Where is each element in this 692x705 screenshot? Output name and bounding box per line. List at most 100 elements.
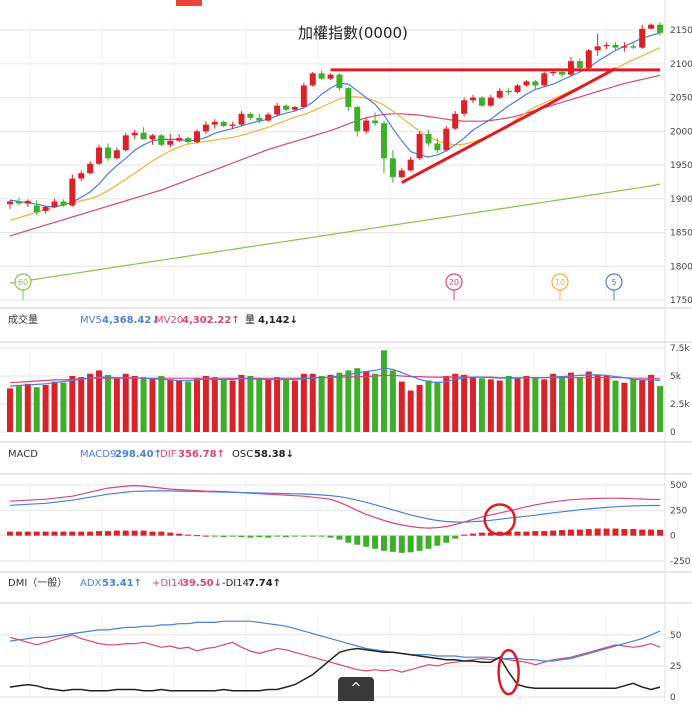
volume-bar: [648, 374, 655, 432]
candle: [621, 46, 628, 48]
osc-bar: [176, 533, 183, 536]
price-tick-label: 19500: [670, 161, 692, 171]
osc-bar: [104, 531, 111, 536]
volume-bar: [140, 377, 147, 432]
candle: [87, 163, 94, 174]
candle: [345, 88, 352, 108]
mv20-value: 4,302.22↑: [182, 315, 240, 326]
volume-bar: [559, 376, 566, 432]
ma-marker-label-3: 5: [611, 278, 616, 287]
osc-bar: [541, 531, 548, 536]
candle: [42, 206, 49, 211]
volume-bar: [283, 379, 290, 432]
candle: [78, 173, 85, 179]
osc-bar: [149, 531, 156, 536]
volume-bar: [496, 380, 503, 432]
top-tab-indicator[interactable]: [176, 0, 202, 6]
osc-bar: [96, 531, 103, 536]
osc-bar: [576, 529, 583, 536]
candle: [443, 128, 450, 151]
volume-bar: [96, 370, 103, 432]
adx-line: [9, 620, 661, 662]
price-tick-label: 20000: [670, 127, 692, 137]
volume-bar: [122, 373, 129, 432]
candle: [149, 135, 156, 140]
volume-title: 成交量: [8, 315, 38, 326]
candle: [612, 44, 619, 48]
pdi-label: +DI14: [152, 578, 184, 589]
candle: [202, 124, 209, 132]
ma20-line: [9, 74, 661, 237]
osc-bar: [318, 535, 325, 537]
dif-value: 356.78↑: [178, 449, 225, 460]
osc-bar: [523, 531, 530, 536]
osc-bar: [24, 531, 31, 536]
candle: [229, 124, 236, 126]
candle: [372, 120, 379, 124]
osc-bar: [567, 529, 574, 536]
volume-bar: [478, 378, 485, 432]
osc-bar: [140, 530, 147, 536]
candle: [291, 107, 298, 110]
dmi-cross-circle: [497, 648, 520, 696]
osc-bar: [461, 534, 468, 536]
macd-tick-label: 500: [670, 481, 687, 491]
volume-bar: [51, 381, 58, 432]
volume-bar: [425, 380, 432, 432]
macd-tick-label: -250: [670, 557, 691, 567]
candle: [523, 81, 530, 86]
price-tick-label: 21000: [670, 60, 692, 70]
candle: [51, 201, 58, 207]
scroll-up-button[interactable]: ^: [338, 677, 374, 701]
osc-bar: [336, 535, 343, 540]
crossover-circle: [483, 503, 516, 536]
candle: [648, 24, 655, 29]
macd9-label: MACD9: [80, 449, 117, 460]
price-tick-label: 17500: [670, 296, 692, 306]
adx-label: ADX: [80, 578, 102, 589]
dmi-tick-label: 50: [670, 631, 682, 641]
candle: [434, 143, 441, 151]
volume-bar: [657, 386, 663, 432]
volume-bar: [363, 371, 370, 432]
osc-bar: [345, 535, 352, 543]
candle: [478, 97, 485, 106]
candle: [496, 90, 503, 98]
volume-bar: [380, 350, 387, 432]
candle: [407, 159, 414, 171]
candle: [140, 132, 147, 140]
volume-bar: [265, 379, 272, 432]
candle: [24, 200, 31, 204]
osc-bar: [559, 530, 566, 536]
candle: [96, 147, 103, 164]
osc-value: 58.38↓: [254, 449, 295, 460]
volume-bar: [594, 374, 601, 432]
volume-bar: [33, 387, 40, 432]
volume-bar: [15, 386, 22, 432]
volume-bar: [300, 373, 307, 432]
adx-value: 53.41↑: [102, 578, 143, 589]
volume-bar: [238, 374, 245, 432]
osc-bar: [550, 530, 557, 536]
volume-bar: [78, 377, 85, 432]
osc-bar: [247, 535, 254, 538]
volume-bar: [461, 374, 468, 432]
candle: [274, 105, 281, 115]
osc-bar: [363, 535, 370, 547]
osc-bar: [532, 531, 539, 536]
price-tick-label: 21500: [670, 26, 692, 36]
volume-bar: [158, 376, 165, 432]
osc-bar: [452, 535, 459, 539]
osc-bar: [478, 532, 485, 536]
osc-bar: [585, 529, 592, 536]
volume-bar: [220, 379, 227, 432]
volume-bar: [523, 376, 530, 432]
osc-bar: [434, 535, 441, 546]
osc-label: OSC: [232, 449, 254, 460]
candle: [300, 85, 307, 108]
osc-bar: [78, 531, 85, 536]
dif-label: DIF: [160, 449, 177, 460]
ma10-line: [9, 47, 661, 221]
osc-bar: [220, 535, 227, 538]
osc-bar: [33, 531, 40, 536]
